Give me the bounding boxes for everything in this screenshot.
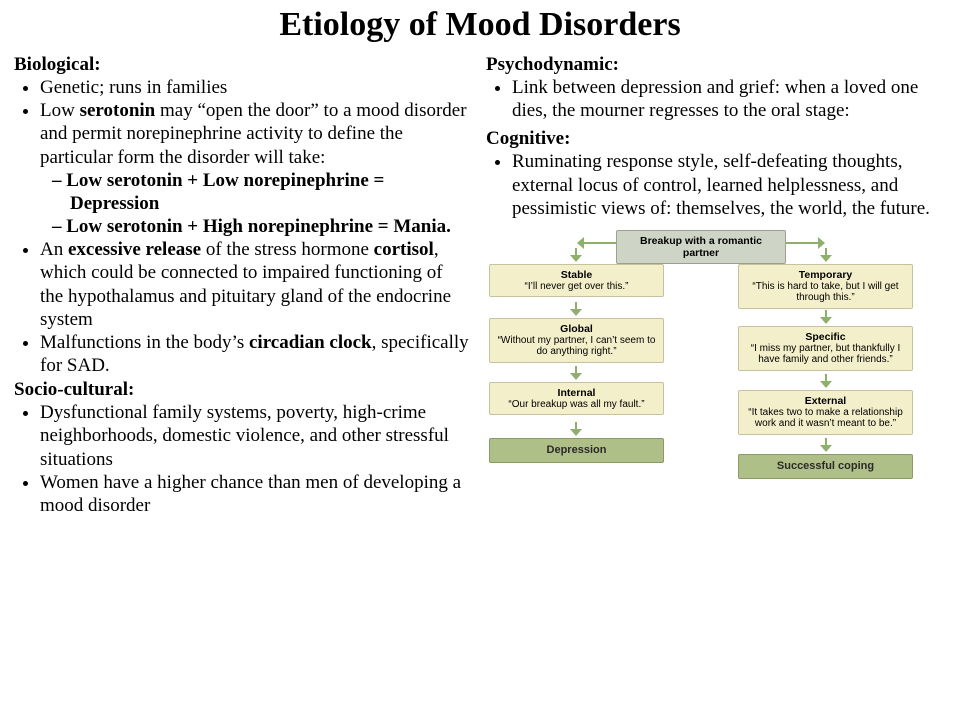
flow-left-global: Global “Without my partner, I can’t seem… xyxy=(489,318,664,363)
arrow-split-right xyxy=(786,242,818,244)
heading-sociocultural: Socio-cultural: xyxy=(14,379,470,401)
arrow-down-icon xyxy=(820,248,832,262)
arrow-down-icon xyxy=(570,422,582,436)
content-columns: Biological: Genetic; runs in families Lo… xyxy=(0,52,960,520)
bio-item-cortisol: An excessive release of the stress hormo… xyxy=(40,238,470,331)
flow-left-internal: Internal “Our breakup was all my fault.” xyxy=(489,382,664,416)
node-head: External xyxy=(745,395,906,407)
list-sociocultural: Dysfunctional family systems, poverty, h… xyxy=(14,401,470,517)
node-text: “Without my partner, I can’t seem to do … xyxy=(498,335,656,358)
text: An xyxy=(40,239,68,260)
list-biological: Genetic; runs in families Low serotonin … xyxy=(14,76,470,377)
flow-left-leaf: Depression xyxy=(489,438,664,463)
bio-item-circadian: Malfunctions in the body’s circadian clo… xyxy=(40,331,470,377)
arrow-down-icon xyxy=(570,302,582,316)
text: Low xyxy=(40,100,80,121)
socio-item-women: Women have a higher chance than men of d… xyxy=(40,471,470,517)
cognitive-item-ruminating: Ruminating response style, self-defeatin… xyxy=(512,150,946,220)
bold-cortisol: cortisol xyxy=(374,239,434,260)
node-text: “I’ll never get over this.” xyxy=(525,281,629,292)
arrow-split-left xyxy=(584,242,616,244)
arrow-down-icon xyxy=(820,374,832,388)
psycho-item-grief: Link between depression and grief: when … xyxy=(512,76,946,122)
node-head: Temporary xyxy=(745,269,906,281)
flowchart: Breakup with a romantic partner Stable “… xyxy=(486,230,916,520)
flow-left-stable: Stable “I’ll never get over this.” xyxy=(489,264,664,298)
arrow-down-icon xyxy=(820,310,832,324)
flow-right-leaf: Successful coping xyxy=(738,454,913,479)
node-text: “Our breakup was all my fault.” xyxy=(508,399,644,410)
heading-psychodynamic: Psychodynamic: xyxy=(486,54,946,76)
node-head: Internal xyxy=(496,387,657,399)
sub-mania: Low serotonin + High norepinephrine = Ma… xyxy=(70,215,470,238)
arrow-down-icon xyxy=(570,248,582,262)
flow-root: Breakup with a romantic partner xyxy=(616,230,786,264)
bio-item-genetic: Genetic; runs in families xyxy=(40,76,470,99)
node-text: “This is hard to take, but I will get th… xyxy=(752,281,898,304)
node-head: Global xyxy=(496,323,657,335)
column-left: Biological: Genetic; runs in families Lo… xyxy=(14,52,480,520)
text: of the stress hormone xyxy=(201,239,374,260)
socio-item-dysfunctional: Dysfunctional family systems, poverty, h… xyxy=(40,401,470,471)
node-text: “It takes two to make a relationship wor… xyxy=(748,407,903,430)
flow-right-temporary: Temporary “This is hard to take, but I w… xyxy=(738,264,913,309)
arrow-down-icon xyxy=(820,438,832,452)
bold-serotonin: serotonin xyxy=(80,100,156,121)
heading-biological: Biological: xyxy=(14,54,470,76)
flow-root-label: Breakup with a romantic partner xyxy=(623,235,779,259)
sub-depression: Low serotonin + Low norepinephrine = Dep… xyxy=(70,169,470,215)
flow-right-specific: Specific “I miss my partner, but thankfu… xyxy=(738,326,913,371)
list-cognitive: Ruminating response style, self-defeatin… xyxy=(486,150,946,220)
node-head: Specific xyxy=(745,331,906,343)
arrow-down-icon xyxy=(570,366,582,380)
bold-circadian: circadian clock xyxy=(249,332,372,353)
heading-cognitive: Cognitive: xyxy=(486,128,946,150)
list-psychodynamic: Link between depression and grief: when … xyxy=(486,76,946,122)
column-right: Psychodynamic: Link between depression a… xyxy=(480,52,946,520)
node-head: Stable xyxy=(496,269,657,281)
page-title: Etiology of Mood Disorders xyxy=(0,0,960,52)
bio-item-serotonin: Low serotonin may “open the door” to a m… xyxy=(40,99,470,238)
text: Malfunctions in the body’s xyxy=(40,332,249,353)
bold-excessive: excessive release xyxy=(68,239,201,260)
flow-right-external: External “It takes two to make a relatio… xyxy=(738,390,913,435)
node-text: “I miss my partner, but thankfully I hav… xyxy=(751,343,901,366)
sublist-serotonin: Low serotonin + Low norepinephrine = Dep… xyxy=(40,169,470,239)
